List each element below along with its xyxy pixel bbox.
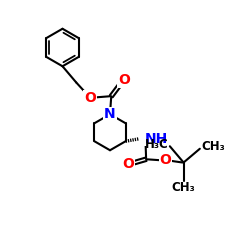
Text: O: O <box>118 73 130 87</box>
Text: CH₃: CH₃ <box>201 140 225 153</box>
Text: O: O <box>160 154 171 168</box>
Text: CH₃: CH₃ <box>172 181 196 194</box>
Text: NH: NH <box>145 132 168 146</box>
Text: O: O <box>122 157 134 171</box>
Text: H₃C: H₃C <box>145 138 169 151</box>
Text: O: O <box>84 90 96 104</box>
Text: N: N <box>104 107 116 121</box>
